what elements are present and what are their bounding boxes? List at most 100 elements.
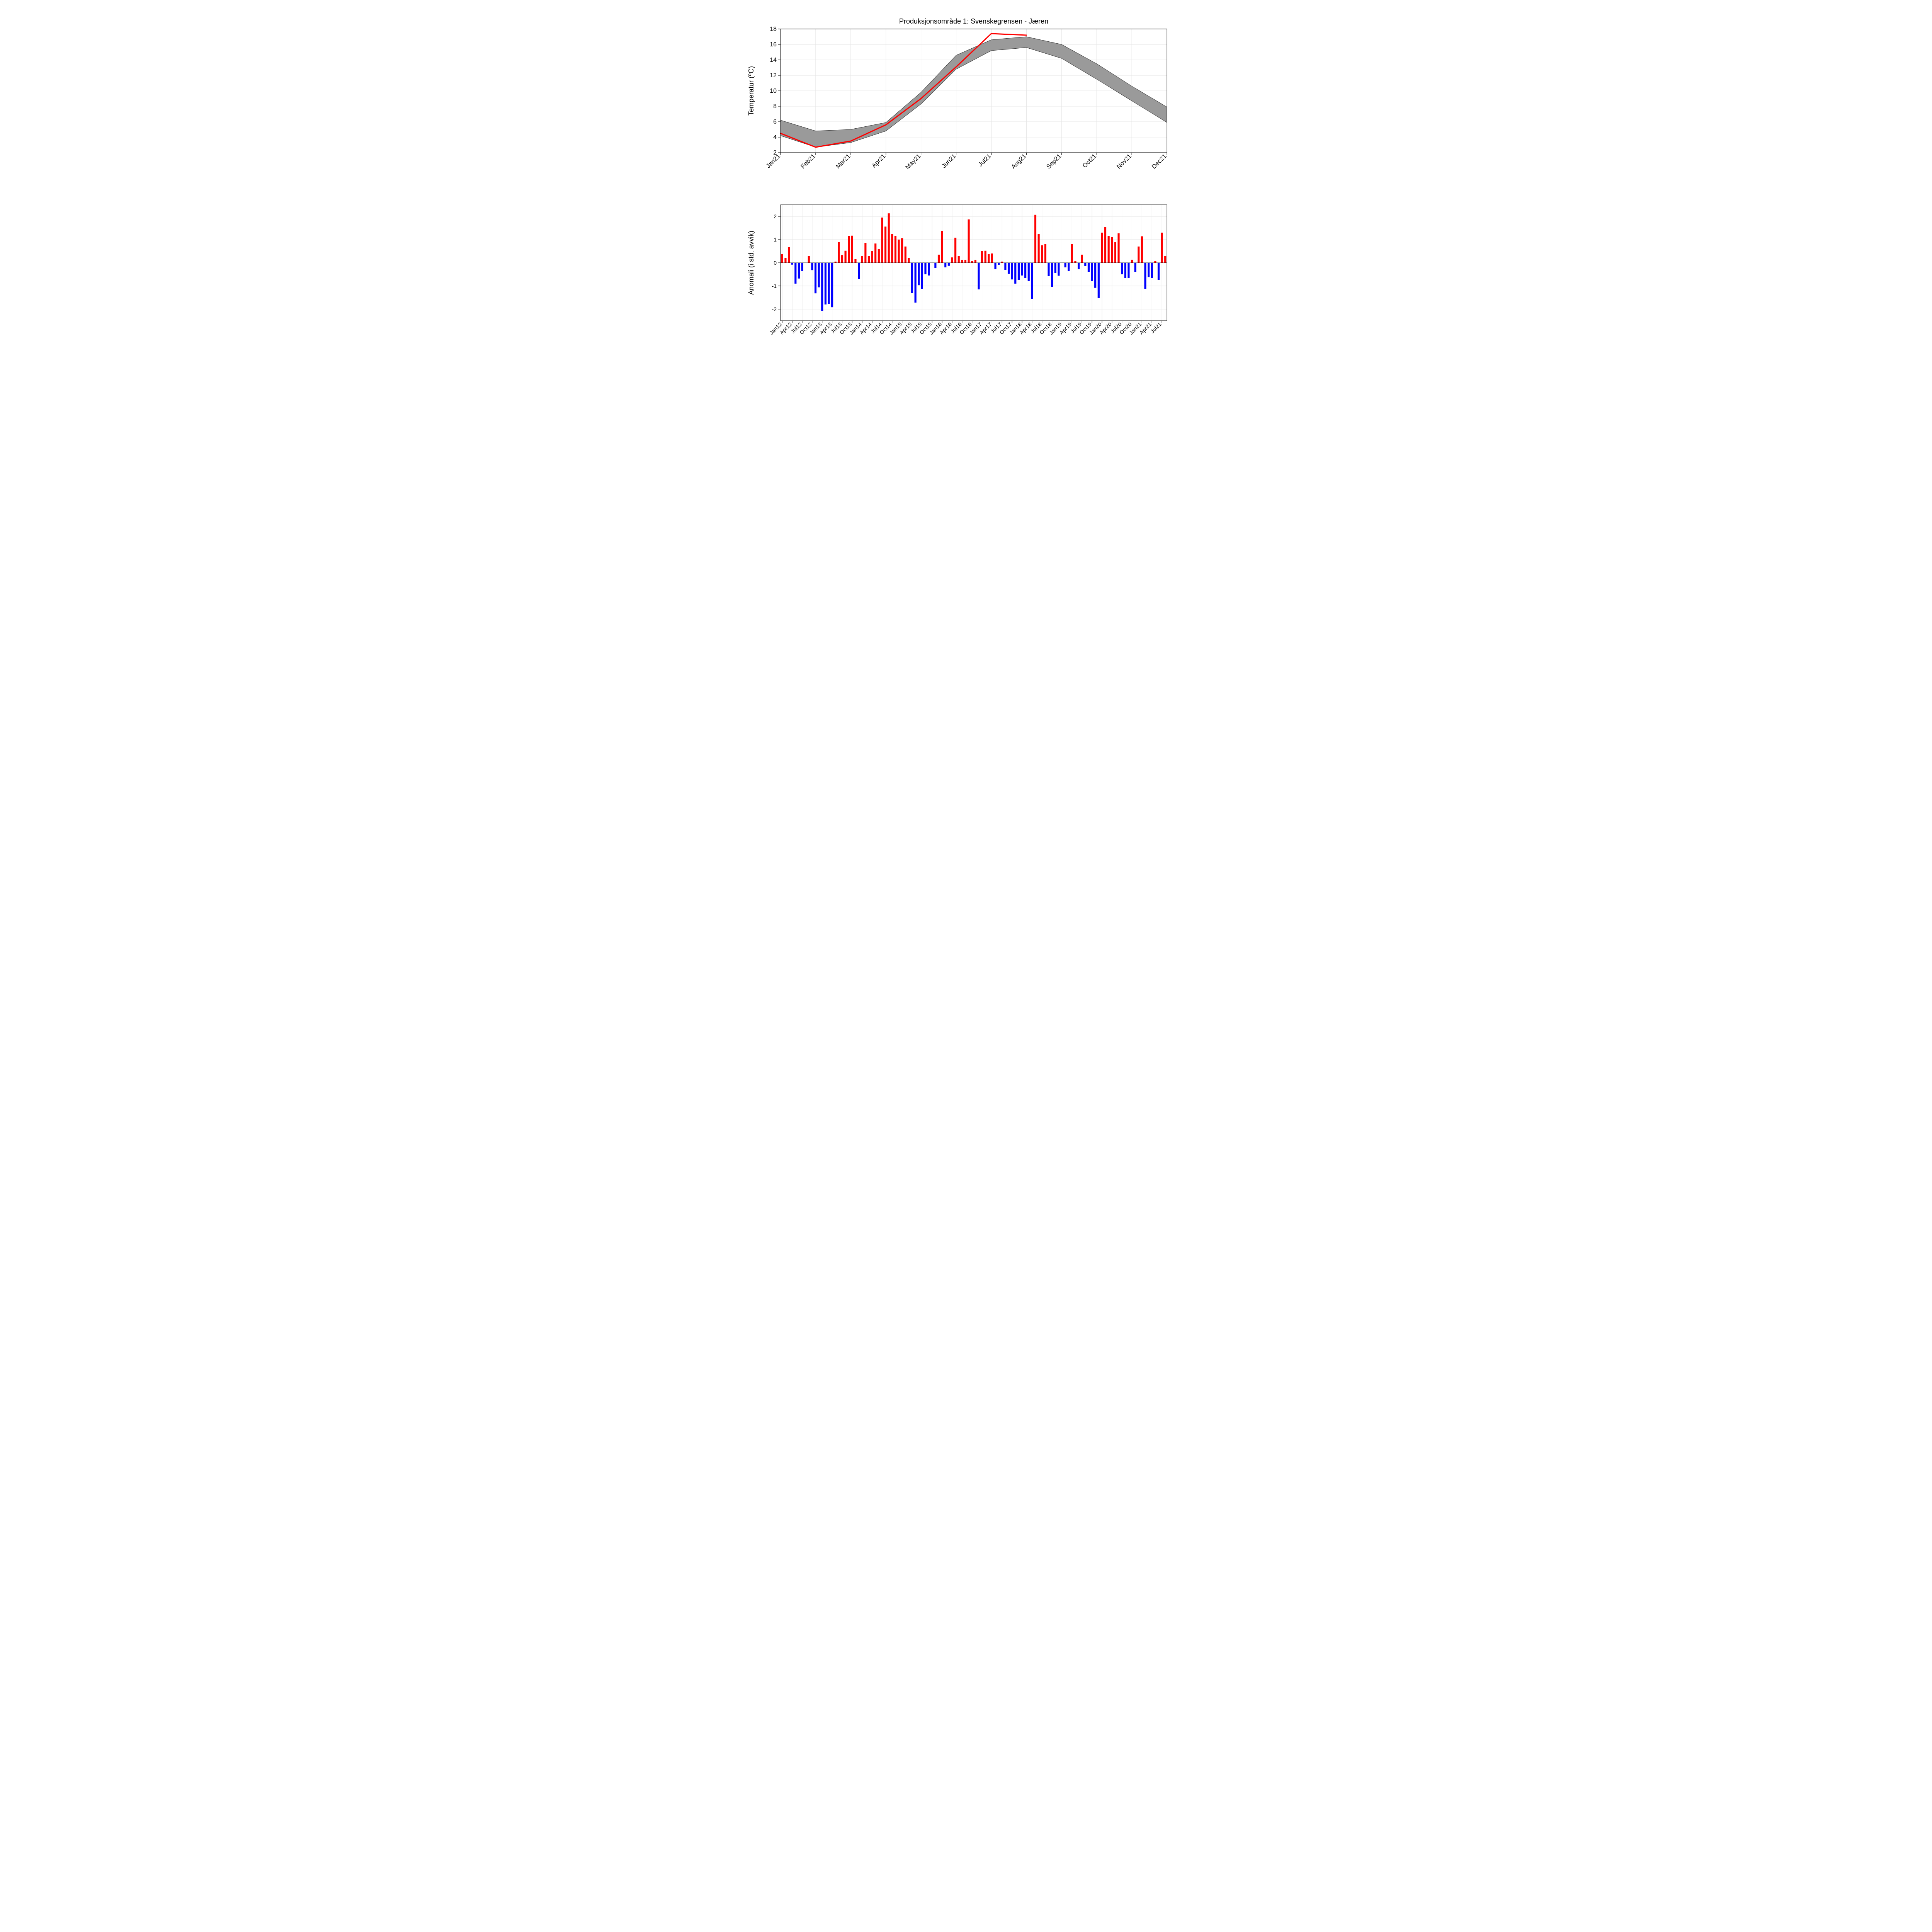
anomaly-bar (874, 243, 876, 263)
anomaly-bar (961, 260, 963, 263)
anomaly-bar (871, 251, 873, 263)
anomaly-bar (1144, 263, 1146, 289)
anomaly-bar (971, 261, 973, 263)
anomaly-bar (985, 251, 986, 263)
anomaly-bar (811, 263, 813, 270)
top-ytick-label: 10 (770, 88, 777, 94)
anomaly-bar (821, 263, 823, 311)
top-xtick-label: Aug21 (1010, 153, 1027, 170)
bottom-ytick-label: 2 (774, 213, 777, 219)
top-ytick-label: 14 (770, 57, 777, 63)
anomaly-bar (1104, 227, 1106, 263)
top-ytick-label: 12 (770, 72, 777, 79)
anomaly-bar (801, 263, 803, 271)
anomaly-bar (968, 219, 969, 263)
anomaly-bar (815, 263, 816, 293)
anomaly-bar (1164, 256, 1166, 263)
anomaly-bar (1098, 263, 1100, 298)
anomaly-bar (1111, 237, 1113, 263)
anomaly-bar (1068, 263, 1070, 271)
anomaly-bar (991, 253, 993, 263)
anomaly-bar (1028, 263, 1030, 281)
anomaly-bar (911, 263, 913, 293)
anomaly-bar (1021, 263, 1023, 276)
anomaly-bar (934, 263, 936, 268)
top-ytick-label: 18 (770, 26, 777, 32)
anomaly-bar (808, 256, 810, 263)
anomaly-bar (1161, 233, 1163, 263)
anomaly-bar (944, 263, 946, 267)
anomaly-bar (851, 236, 853, 263)
anomaly-bar (975, 260, 976, 263)
anomaly-bar (1014, 263, 1016, 284)
anomaly-bar (1008, 263, 1010, 274)
anomaly-bar (1074, 261, 1076, 263)
anomaly-bar (941, 231, 943, 263)
figure-svg: 24681012141618Jan21Feb21Mar21Apr21May21J… (734, 8, 1198, 379)
top-ytick-label: 8 (773, 103, 777, 110)
anomaly-bar (1018, 263, 1020, 280)
anomaly-bar (825, 263, 827, 304)
anomaly-bar (858, 263, 860, 279)
anomaly-bar (978, 263, 980, 289)
anomaly-bar (878, 249, 880, 263)
anomaly-bar (1138, 247, 1139, 263)
top-xtick-label: Sep21 (1045, 153, 1063, 170)
anomaly-bar (988, 254, 990, 263)
bottom-ytick-label: 0 (774, 260, 777, 266)
anomaly-bar (828, 263, 830, 304)
anomaly-bar (908, 258, 910, 263)
top-xtick-label: Feb21 (800, 153, 817, 170)
anomaly-bar (848, 236, 850, 263)
anomaly-bar (1128, 263, 1129, 278)
anomaly-bar (1064, 263, 1066, 267)
anomaly-bar (1148, 263, 1150, 277)
anomaly-bar (888, 213, 890, 263)
anomaly-bar (831, 263, 833, 307)
anomaly-bar (868, 256, 870, 263)
anomaly-bar (881, 218, 883, 263)
top-xtick-label: May21 (904, 153, 922, 171)
anomaly-bar (1134, 263, 1136, 272)
anomaly-bar (891, 234, 893, 263)
anomaly-bar (958, 256, 960, 263)
anomaly-bar (1048, 263, 1049, 276)
top-xtick-label: Apr21 (871, 153, 887, 169)
anomaly-bar (918, 263, 920, 285)
anomaly-bar (1154, 261, 1156, 263)
top-xtick-label: Jun21 (941, 153, 957, 170)
anomaly-bar (924, 263, 926, 274)
anomaly-bar (1024, 263, 1026, 278)
anomaly-bar (861, 256, 863, 263)
anomaly-bar (884, 226, 886, 263)
anomaly-bar (1041, 245, 1043, 263)
top-xtick-label: Mar21 (835, 153, 852, 170)
top-ylabel: Temperatur (oC) (747, 66, 755, 116)
anomaly-bar (1101, 233, 1103, 263)
top-ytick-label: 6 (773, 119, 777, 125)
top-ytick-label: 4 (773, 134, 777, 141)
anomaly-bar (905, 247, 906, 263)
anomaly-bar (818, 263, 820, 287)
anomaly-bar (781, 254, 783, 263)
anomaly-bar (948, 263, 950, 266)
anomaly-bar (1108, 236, 1110, 263)
top-ytick-label: 16 (770, 41, 777, 48)
anomaly-bar (788, 247, 790, 263)
anomaly-bar (1071, 244, 1073, 263)
anomaly-bar (1084, 263, 1086, 266)
anomaly-bar (798, 263, 800, 279)
anomaly-bar (994, 263, 996, 269)
bottom-ytick-label: -1 (772, 283, 777, 289)
anomaly-bar (1078, 263, 1080, 269)
anomaly-bar (864, 243, 866, 263)
top-xtick-label: Oct21 (1082, 153, 1098, 169)
bottom-ytick-label: -2 (772, 306, 777, 312)
anomaly-bar (901, 238, 903, 263)
anomaly-bar (794, 263, 796, 284)
anomaly-bar (928, 263, 930, 276)
anomaly-bar (921, 263, 923, 289)
figure-container: 24681012141618Jan21Feb21Mar21Apr21May21J… (734, 8, 1198, 379)
bottom-ytick-label: 1 (774, 236, 777, 243)
climatology-band (781, 37, 1167, 147)
